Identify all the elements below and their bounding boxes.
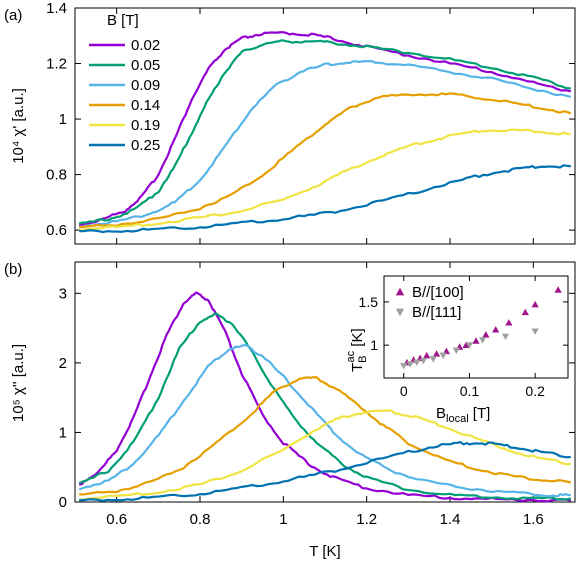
series-line-0.14 [79, 376, 572, 496]
x-axis-label: T [K] [309, 543, 340, 560]
legend-label: 0.19 [131, 117, 160, 134]
y-tick-label: 0 [59, 494, 67, 511]
inset-xlabel: Blocal [T] [436, 405, 490, 425]
inset-ylabel: TBac [K] [345, 328, 369, 372]
series-line-0.05 [78, 312, 572, 501]
panel-a: 0.6 0.8 1 1.2 1.4 (a) 10⁴ χ' [a.u.] B [T] 0.… [4, 0, 576, 245]
inset-point-b111 [429, 356, 437, 363]
y-tick-label: 3 [59, 285, 67, 302]
inset-point-b100 [531, 300, 539, 308]
x-tick-label: 1.6 [523, 511, 544, 528]
panel-b-frame [74, 261, 576, 503]
inset-point-b111 [406, 361, 414, 368]
inset-point-b100 [432, 350, 441, 357]
legend-label: 0.09 [131, 77, 160, 94]
inset-legend-marker [395, 308, 405, 317]
legend-label: 0.05 [131, 57, 160, 74]
panel-b-label: (b) [4, 261, 22, 278]
series-line-0.02 [78, 291, 572, 503]
inset-ylabel-main: T [349, 363, 366, 372]
inset-ylabel-sup: ac [345, 350, 357, 362]
x-tick-label: 1 [279, 511, 287, 528]
inset-point-b100 [505, 319, 513, 326]
inset-point-b111 [452, 347, 460, 354]
inset-ylabel-unit: [K] [349, 328, 366, 351]
series-line-0.25 [79, 441, 571, 502]
x-tick-label: 1.4 [440, 511, 461, 528]
panel-a-label: (a) [4, 7, 22, 24]
inset-chart: 0 0.1 0.211.5 B//[100]B//[111] Blocal [T] … [345, 275, 569, 425]
legend-label: 0.14 [131, 97, 160, 114]
y-tick-label: 1.2 [46, 56, 67, 73]
inset-y-tick-label: 1 [370, 337, 378, 353]
inset-y-tick-label: 1.5 [359, 294, 379, 310]
series-line-0.05 [78, 39, 571, 225]
inset-xlabel-sub: local [446, 413, 469, 425]
y-tick-label: 0.8 [46, 167, 67, 184]
series-line-0.19 [79, 128, 571, 231]
y-tick-label: 1 [59, 111, 67, 128]
panel-a-ticks: 0.6 0.8 1 1.2 1.4 [46, 0, 575, 244]
legend-label: 0.02 [131, 37, 160, 54]
series-line-0.14 [79, 92, 572, 228]
inset-legend-marker [395, 287, 405, 296]
inset-legend-label: B//[111] [412, 304, 461, 321]
series-line-0.19 [79, 409, 572, 501]
panel-a-series [78, 31, 572, 234]
inset-point-b100 [492, 325, 500, 333]
inset-point-b111 [419, 357, 428, 365]
y-tick-label: 1 [59, 424, 67, 441]
x-tick-label: 0.6 [106, 511, 127, 528]
y-tick-label: 1.4 [46, 0, 67, 17]
inset-legend-label: B//[100] [412, 284, 464, 301]
legend-title: B [T] [107, 12, 139, 29]
panel-a-frame [74, 7, 576, 245]
inset-xlabel-main: B [436, 405, 446, 422]
inset-ylabel-sub: B [357, 355, 369, 362]
inset-point-b111 [400, 363, 408, 370]
series-line-0.09 [78, 59, 572, 229]
inset-point-b111 [465, 342, 474, 349]
inset-x-tick-label: 0.1 [460, 383, 480, 399]
inset-point-b100 [423, 351, 431, 359]
y-tick-label: 2 [59, 355, 67, 372]
inset-xlabel-unit: [T] [469, 405, 491, 422]
x-tick-label: 1.2 [356, 511, 377, 528]
inset-point-b100 [472, 337, 480, 344]
panel-a-legend: B [T] 0.02 0.05 0.09 0.14 0.19 0.25 [89, 12, 160, 154]
inset-point-b100 [442, 347, 451, 355]
series-line-0.09 [78, 344, 571, 498]
inset-point-b111 [439, 352, 447, 360]
y-tick-label: 0.6 [46, 222, 67, 239]
legend-label: 0.25 [131, 137, 160, 154]
panel-b-ticks: 0.6 0.8 1 1.2 1.4 1.6 0 1 2 3 [59, 262, 575, 528]
inset-point-b111 [501, 333, 510, 341]
inset-point-b111 [478, 337, 487, 344]
inset-point-b100 [482, 331, 490, 338]
x-tick-label: 0.8 [190, 511, 211, 528]
inset-point-b100 [462, 341, 470, 349]
series-line-0.02 [78, 31, 572, 227]
inset-point-b111 [531, 328, 539, 335]
inset-point-b100 [521, 308, 529, 316]
inset-points [400, 286, 562, 370]
inset-x-tick-label: 0.2 [525, 383, 545, 399]
panel-b-series [78, 291, 572, 503]
inset-legend: B//[100] B//[111] [395, 284, 464, 321]
inset-point-b100 [554, 286, 562, 293]
inset-point-b111 [413, 359, 421, 367]
series-line-0.25 [79, 164, 571, 234]
panel-b-ylabel: 10⁵ χ'' [a.u.] [10, 344, 27, 422]
inset-ticks: 0 0.1 0.2 1 1.5 [359, 276, 568, 399]
panel-a-ylabel: 10⁴ χ' [a.u.] [10, 88, 27, 164]
inset-x-tick-label: 0 [400, 383, 408, 399]
